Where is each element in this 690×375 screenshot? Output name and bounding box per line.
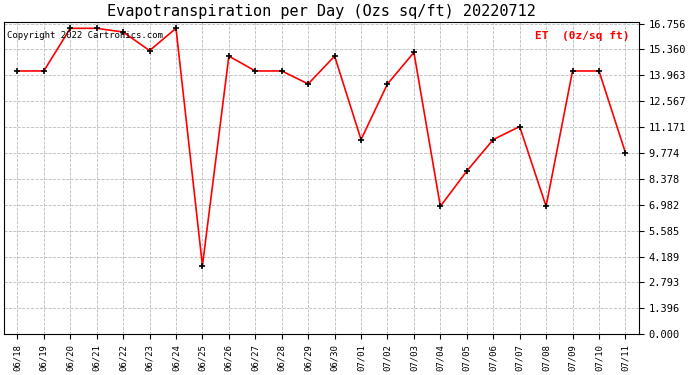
Text: Copyright 2022 Cartronics.com: Copyright 2022 Cartronics.com [8, 31, 164, 40]
Text: ET  (0z/sq ft): ET (0z/sq ft) [535, 31, 629, 41]
Title: Evapotranspiration per Day (Ozs sq/ft) 20220712: Evapotranspiration per Day (Ozs sq/ft) 2… [107, 4, 536, 19]
